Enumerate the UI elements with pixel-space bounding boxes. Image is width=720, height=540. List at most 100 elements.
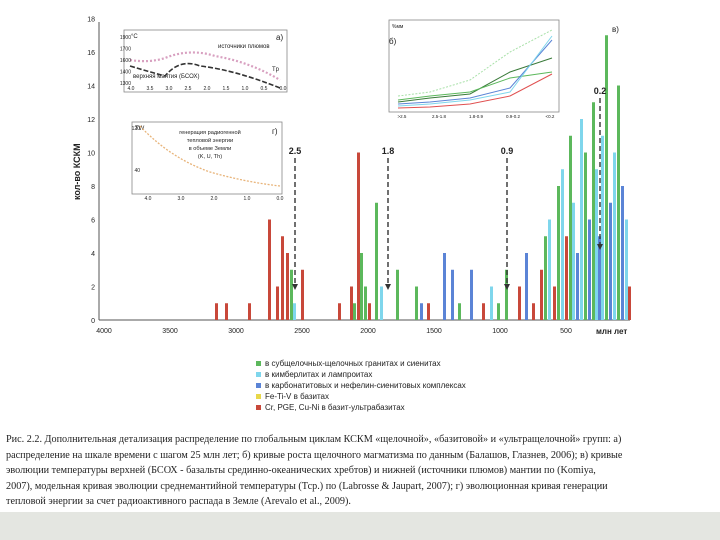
y-tick-label: 12 — [87, 117, 95, 124]
histogram-bar — [290, 269, 293, 320]
histogram-bar — [613, 152, 616, 320]
x-unit-label: млн лет — [596, 327, 627, 336]
histogram-bar — [225, 303, 228, 320]
y-tick-label: 18 — [87, 17, 95, 24]
histogram-bar — [415, 286, 418, 320]
legend-swatch — [256, 394, 261, 399]
footer-band — [0, 512, 720, 540]
histogram-bar — [396, 269, 399, 320]
legend-label: Cr, PGE, Cu-Ni в базит-ультрабазитах — [265, 403, 405, 412]
histogram-bar — [628, 286, 631, 320]
inset-a-plume-curve — [129, 51, 281, 81]
inset-b-x-tick-label: 1.8-0.9 — [469, 114, 484, 119]
histogram-bar — [518, 286, 521, 320]
inset-a-y-tick-label: 1400 — [120, 70, 131, 76]
inset-d-x-tick-label: 1.0 — [244, 196, 251, 202]
legend-swatch — [256, 372, 261, 377]
x-tick-label: 1000 — [492, 328, 508, 335]
inset-b-line-1 — [397, 57, 553, 103]
inset-d-energy-curve — [139, 125, 281, 187]
histogram-bar — [420, 303, 423, 320]
legend-item: в карбонатитовых и нефелин-сиенитовых ко… — [256, 380, 466, 391]
histogram-bar — [360, 253, 363, 320]
y-tick-label: 2 — [91, 285, 95, 292]
inset-a-x-tick-label: 2.0 — [204, 86, 211, 92]
peak-label: 0.9 — [501, 146, 514, 156]
inset-a-label-lower: верхняя мантия (БСОХ) — [133, 74, 199, 80]
inset-d-label-line: тепловой энергии — [187, 137, 233, 144]
inset-d-label-line: генерация радиогенной — [179, 129, 241, 136]
inset-d-label-line: (K, U, Th) — [198, 154, 222, 160]
inset-b-x-tick-label: 2.5-1.8 — [432, 114, 447, 119]
inset-a-x-tick-labels: 4.0 3.5 3.0 2.5 2.0 1.5 1.0 0.5 0.0 — [128, 86, 287, 92]
peak-arrow-head — [597, 244, 603, 250]
x-tick-label: 3500 — [162, 328, 178, 335]
histogram-bar — [601, 135, 604, 320]
inset-a-x-tick-label: 1.0 — [242, 86, 249, 92]
inset-a-unit: °C — [131, 34, 138, 40]
histogram-bar — [540, 269, 543, 320]
histogram-bar — [350, 286, 353, 320]
histogram-bar — [561, 169, 564, 320]
inset-a-x-tick-label: 1.5 — [223, 86, 230, 92]
inset-d-x-tick-label: 2.0 — [211, 196, 218, 202]
x-tick-label: 4000 — [96, 328, 112, 335]
histogram-bar — [584, 152, 587, 320]
inset-d-tag: г) — [272, 127, 278, 136]
histogram-bar — [268, 219, 271, 320]
inset-d-frame — [131, 121, 283, 195]
y-tick-label: 6 — [91, 218, 95, 225]
inset-a-tp: Tp — [272, 67, 280, 73]
inset-d-unit: TW — [135, 126, 145, 132]
inset-d-y-tick-label: 120 — [132, 126, 141, 132]
histogram-bar — [380, 286, 383, 320]
histogram-bar — [301, 269, 304, 320]
peak-arrow-head — [292, 284, 298, 290]
x-tick-label: 1500 — [426, 328, 442, 335]
histogram-bar — [458, 303, 461, 320]
inset-a-y-tick-label: 1300 — [120, 81, 131, 87]
histogram-bar — [595, 169, 598, 320]
y-tick-label: 16 — [87, 50, 95, 57]
inset-d-x-tick-label: 0.0 — [277, 196, 284, 202]
legend-item: в кимберлитах и лампроитах — [256, 369, 466, 380]
histogram-bar — [286, 253, 289, 320]
inset-d-x-tick-label: 3.0 — [178, 196, 185, 202]
histogram-bar — [375, 202, 378, 320]
inset-a-y-tick-label: 1700 — [120, 47, 131, 53]
inset-b-x-tick-labels: >2.5 2.5-1.8 1.8-0.9 0.9-0.2 <0.2 — [398, 114, 555, 119]
histogram-bar — [544, 236, 547, 320]
inset-a-x-tick-label: 0.5 — [261, 86, 268, 92]
histogram-bar — [565, 236, 568, 320]
legend-item: в субщелочных-щелочных гранитах и сиенит… — [256, 358, 466, 369]
inset-d-x-tick-label: 4.0 — [145, 196, 152, 202]
histogram-bar — [580, 119, 583, 320]
inset-d-label-line: в объеме Земли — [189, 146, 232, 152]
y-tick-label: 4 — [91, 251, 95, 258]
histogram-bar — [553, 286, 556, 320]
legend: в субщелочных-щелочных гранитах и сиенит… — [256, 358, 466, 413]
histogram-bar — [364, 286, 367, 320]
inset-b-line-5 — [397, 29, 553, 97]
y-tick-labels: 0 2 4 6 8 10 12 14 16 18 — [87, 17, 95, 326]
inset-b-line-3 — [397, 39, 553, 105]
legend-item: Cr, PGE, Cu-Ni в базит-ультрабазитах — [256, 402, 466, 413]
legend-label: в карбонатитовых и нефелин-сиенитовых ко… — [265, 381, 466, 390]
inset-a-x-tick-label: 3.5 — [147, 86, 154, 92]
peak-arrows: 2.5 1.8 0.9 0.2 — [289, 86, 606, 290]
figure-caption: Рис. 2.2. Дополнительная детализация рас… — [6, 432, 706, 510]
inset-a-mantle-curve — [129, 62, 281, 89]
inset-b-line-6 — [397, 73, 553, 109]
inset-b-x-tick-label: >2.5 — [398, 114, 407, 119]
histogram-bar — [605, 35, 608, 320]
inset-b-y-label: %мм — [392, 24, 404, 30]
histogram-bar — [557, 186, 560, 320]
main-figure: кол-во КСКМ млн лет 0 2 4 6 8 10 12 14 16 18 4000… — [72, 17, 631, 336]
histogram-bar — [482, 303, 485, 320]
histogram-bar — [281, 236, 284, 320]
histogram-bar — [470, 269, 473, 320]
y-tick-label: 10 — [87, 151, 95, 158]
legend-swatch — [256, 405, 261, 410]
